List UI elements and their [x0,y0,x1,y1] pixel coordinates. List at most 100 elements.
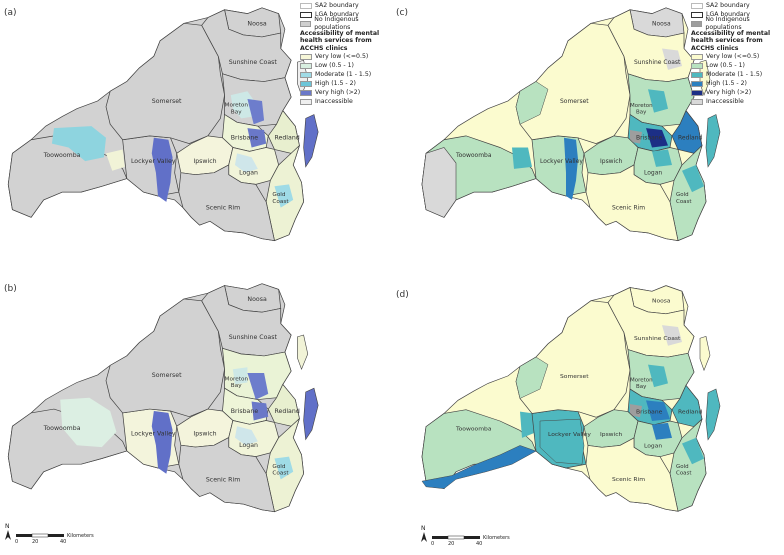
place-lockyer-valley: Lockyer Valley [548,432,591,438]
place-moreton: Moreton [630,378,653,384]
legend-swatch-5 [300,89,312,96]
legend-label-1: Very low (<=0.5) [706,53,760,61]
map-c: Noosa Sunshine Coast Somerset Moreton Ba… [421,7,721,242]
north-label: N [5,523,10,530]
place-coast: Coast [272,199,289,205]
place-toowoomba: Toowoomba [455,427,492,433]
place-noosa: Noosa [652,299,671,305]
place-brisbane: Brisbane [231,408,259,415]
place-scenic-rim: Scenic Rim [206,205,241,212]
place-bay: Bay [231,110,243,116]
place-toowoomba: Toowoomba [43,152,81,159]
north-label: N [421,525,426,532]
place-coast: Coast [676,199,692,205]
legend-a: SA2 boundary LGA boundary No Indigenous … [300,1,390,106]
legend-swatch-2 [300,62,312,69]
place-gold: Gold [676,192,689,198]
place-logan: Logan [644,171,662,177]
place-gold: Gold [272,464,285,470]
place-bay: Bay [636,384,646,390]
legend-swatch-6 [691,98,703,105]
scale-tick-0: 0 [15,539,18,544]
legend-lga-label: LGA boundary [315,10,359,18]
place-scenic-rim: Scenic Rim [612,206,645,212]
panel-label-c: (c) [396,8,408,18]
place-somerset: Somerset [560,374,589,380]
legend-noind-swatch [300,20,312,27]
scale-tick-40: 40 [60,539,66,544]
place-ipswich: Ipswich [600,432,623,438]
place-redland: Redland [274,135,299,142]
place-ipswich: Ipswich [193,431,216,438]
legend-noind-label: No Indigenous populations [705,16,750,31]
place-bay: Bay [231,383,243,389]
place-noosa: Noosa [247,20,267,27]
place-toowoomba: Toowoomba [455,153,492,159]
place-logan: Logan [239,170,258,177]
legend-label-5: Very high (>2) [315,89,361,97]
place-scenic-rim: Scenic Rim [206,477,241,484]
legend-lga-swatch [300,11,312,18]
place-ipswich: Ipswich [193,158,216,165]
legend-lga-swatch [691,11,703,18]
place-moreton: Moreton [225,377,249,383]
place-redland: Redland [678,410,703,416]
legend-label-2: Low (0.5 - 1) [315,62,354,70]
place-somerset: Somerset [152,98,182,105]
place-sunshine-coast: Sunshine Coast [634,336,681,342]
legend-noind-label: No Indigenous populations [314,16,359,31]
legend-swatch-1 [300,53,312,60]
place-coast: Coast [272,471,289,477]
place-noosa: Noosa [652,21,671,27]
place-lockyer-valley: Lockyer Valley [540,159,583,165]
legend-sa2-label: SA2 boundary [315,1,359,9]
place-noosa: Noosa [247,296,267,303]
place-coast: Coast [676,471,692,477]
place-ipswich: Ipswich [600,159,623,165]
legend-swatch-3 [691,71,703,78]
place-logan: Logan [644,443,662,449]
place-sunshine-coast: Sunshine Coast [229,59,278,66]
legend-noind-swatch [691,20,703,27]
place-somerset: Somerset [560,99,589,105]
place-sunshine-coast: Sunshine Coast [634,60,681,66]
scale-unit: Kilometers [67,533,94,539]
place-lockyer-valley: Lockyer Valley [131,431,176,438]
scale-bar-b: N 0 20 40 Kilometers [4,522,104,546]
map-panel-d: (d) Noosa [392,276,784,551]
map-panel-b: (b) Noosa Sunshine Coast [0,276,392,551]
place-gold: Gold [272,192,285,198]
map-panel-a: (a) Noosa Sunshine [0,0,392,272]
legend-swatch-2 [691,62,703,69]
legend-title: Accessibility of mental health services … [300,30,380,52]
legend-label-3: Moderate (1 - 1.5) [706,71,763,79]
legend-title: Accessibility of mental health services … [691,30,771,52]
place-scenic-rim: Scenic Rim [612,477,645,483]
legend-swatch-3 [300,71,312,78]
legend-c: SA2 boundary LGA boundary No Indigenous … [691,1,783,106]
place-toowoomba: Toowoomba [43,425,81,432]
map-d: Noosa Sunshine Coast Somerset Moreton Ba… [421,285,721,512]
legend-swatch-4 [691,80,703,87]
place-redland: Redland [678,136,703,142]
place-brisbane: Brisbane [636,410,663,416]
map-b: Noosa Sunshine Coast Somerset Moreton Ba… [7,283,319,513]
legend-swatch-5 [691,89,703,96]
legend-label-4: High (1.5 - 2) [706,80,747,88]
scale-tick-20: 20 [448,541,454,547]
scale-unit: Kilometers [483,535,510,541]
place-moreton: Moreton [630,103,653,109]
legend-sa2-label: SA2 boundary [706,1,750,9]
place-bay: Bay [636,110,647,116]
legend-swatch-4 [300,80,312,87]
place-redland: Redland [274,408,300,415]
place-logan: Logan [239,442,258,449]
panel-label-d: (d) [396,290,409,300]
scale-tick-20: 20 [32,539,38,544]
legend-label-2: Low (0.5 - 1) [706,62,745,70]
place-moreton: Moreton [225,103,249,109]
legend-label-4: High (1.5 - 2) [315,80,356,88]
place-gold: Gold [676,464,689,470]
legend-sa2-swatch [691,2,703,9]
legend-label-6: Inaccessible [706,98,744,106]
